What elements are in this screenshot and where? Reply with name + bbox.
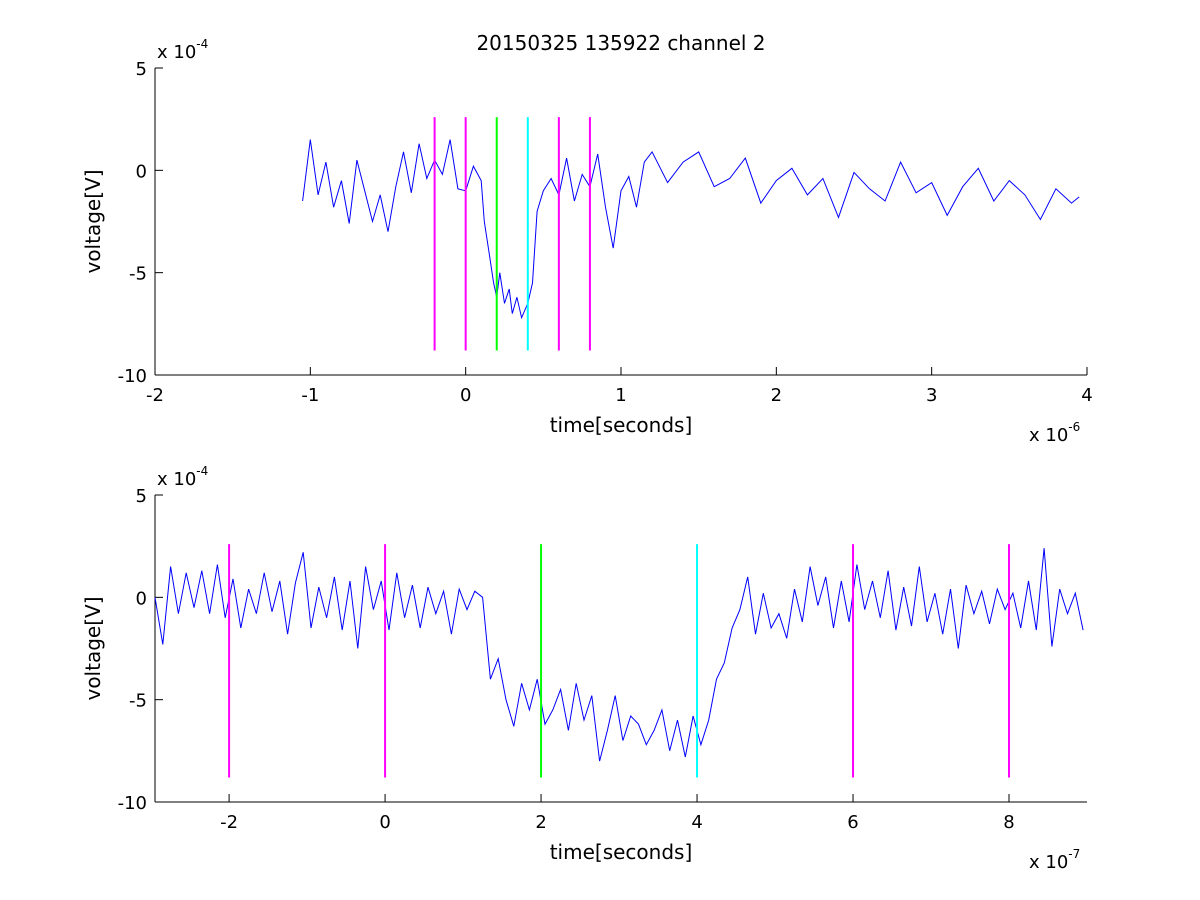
- voltage-trace: [302, 139, 1080, 320]
- x-tick-label: 2: [771, 385, 782, 406]
- x-tick-label: -1: [301, 385, 319, 406]
- y-tick-label: 0: [136, 588, 147, 609]
- x-exponent-label: x 10-7: [1029, 847, 1080, 873]
- x-tick-label: 2: [535, 812, 546, 833]
- voltage-trace: [154, 548, 1084, 762]
- y-tick-label: 5: [136, 486, 147, 507]
- subplot-1: 20150325 135922 channel 2-2 -1 0 1 2 3 4-10-50…: [81, 31, 1093, 446]
- x-tick-label: 4: [691, 812, 702, 833]
- chart-title: 20150325 135922 channel 2: [476, 31, 765, 55]
- y-tick-label: -10: [118, 366, 147, 387]
- subplot-2: -2 0 2 4 6 8 -10 -5 0 5 time[seconds] voltage[V] x 1…: [81, 464, 1087, 873]
- x-axis-label: time[seconds]: [550, 413, 693, 437]
- y-tick-label: -5: [129, 264, 147, 285]
- x-tick-label: 0: [379, 812, 390, 833]
- y-exponent-label: x 10-4: [157, 464, 208, 490]
- x-tick-label: 3: [926, 385, 937, 406]
- y-exponent-label: x 10-4: [157, 37, 208, 63]
- x-tick-label: 4: [1081, 385, 1092, 406]
- x-tick-label: 1: [615, 385, 626, 406]
- x-tick-label: 0: [460, 385, 471, 406]
- x-tick-label: 8: [1003, 812, 1014, 833]
- y-tick-label: 5: [136, 59, 147, 80]
- x-tick-label: -2: [146, 385, 164, 406]
- x-axis-label: time[seconds]: [550, 840, 693, 864]
- y-axis-label: voltage[V]: [81, 596, 105, 700]
- y-tick-label: 0: [136, 161, 147, 182]
- y-tick-label: -5: [129, 691, 147, 712]
- x-exponent-label: x 10-6: [1029, 420, 1080, 446]
- y-tick-label: -10: [118, 793, 147, 814]
- y-axis-label: voltage[V]: [81, 169, 105, 273]
- x-tick-label: 6: [847, 812, 858, 833]
- x-tick-label: -2: [220, 812, 238, 833]
